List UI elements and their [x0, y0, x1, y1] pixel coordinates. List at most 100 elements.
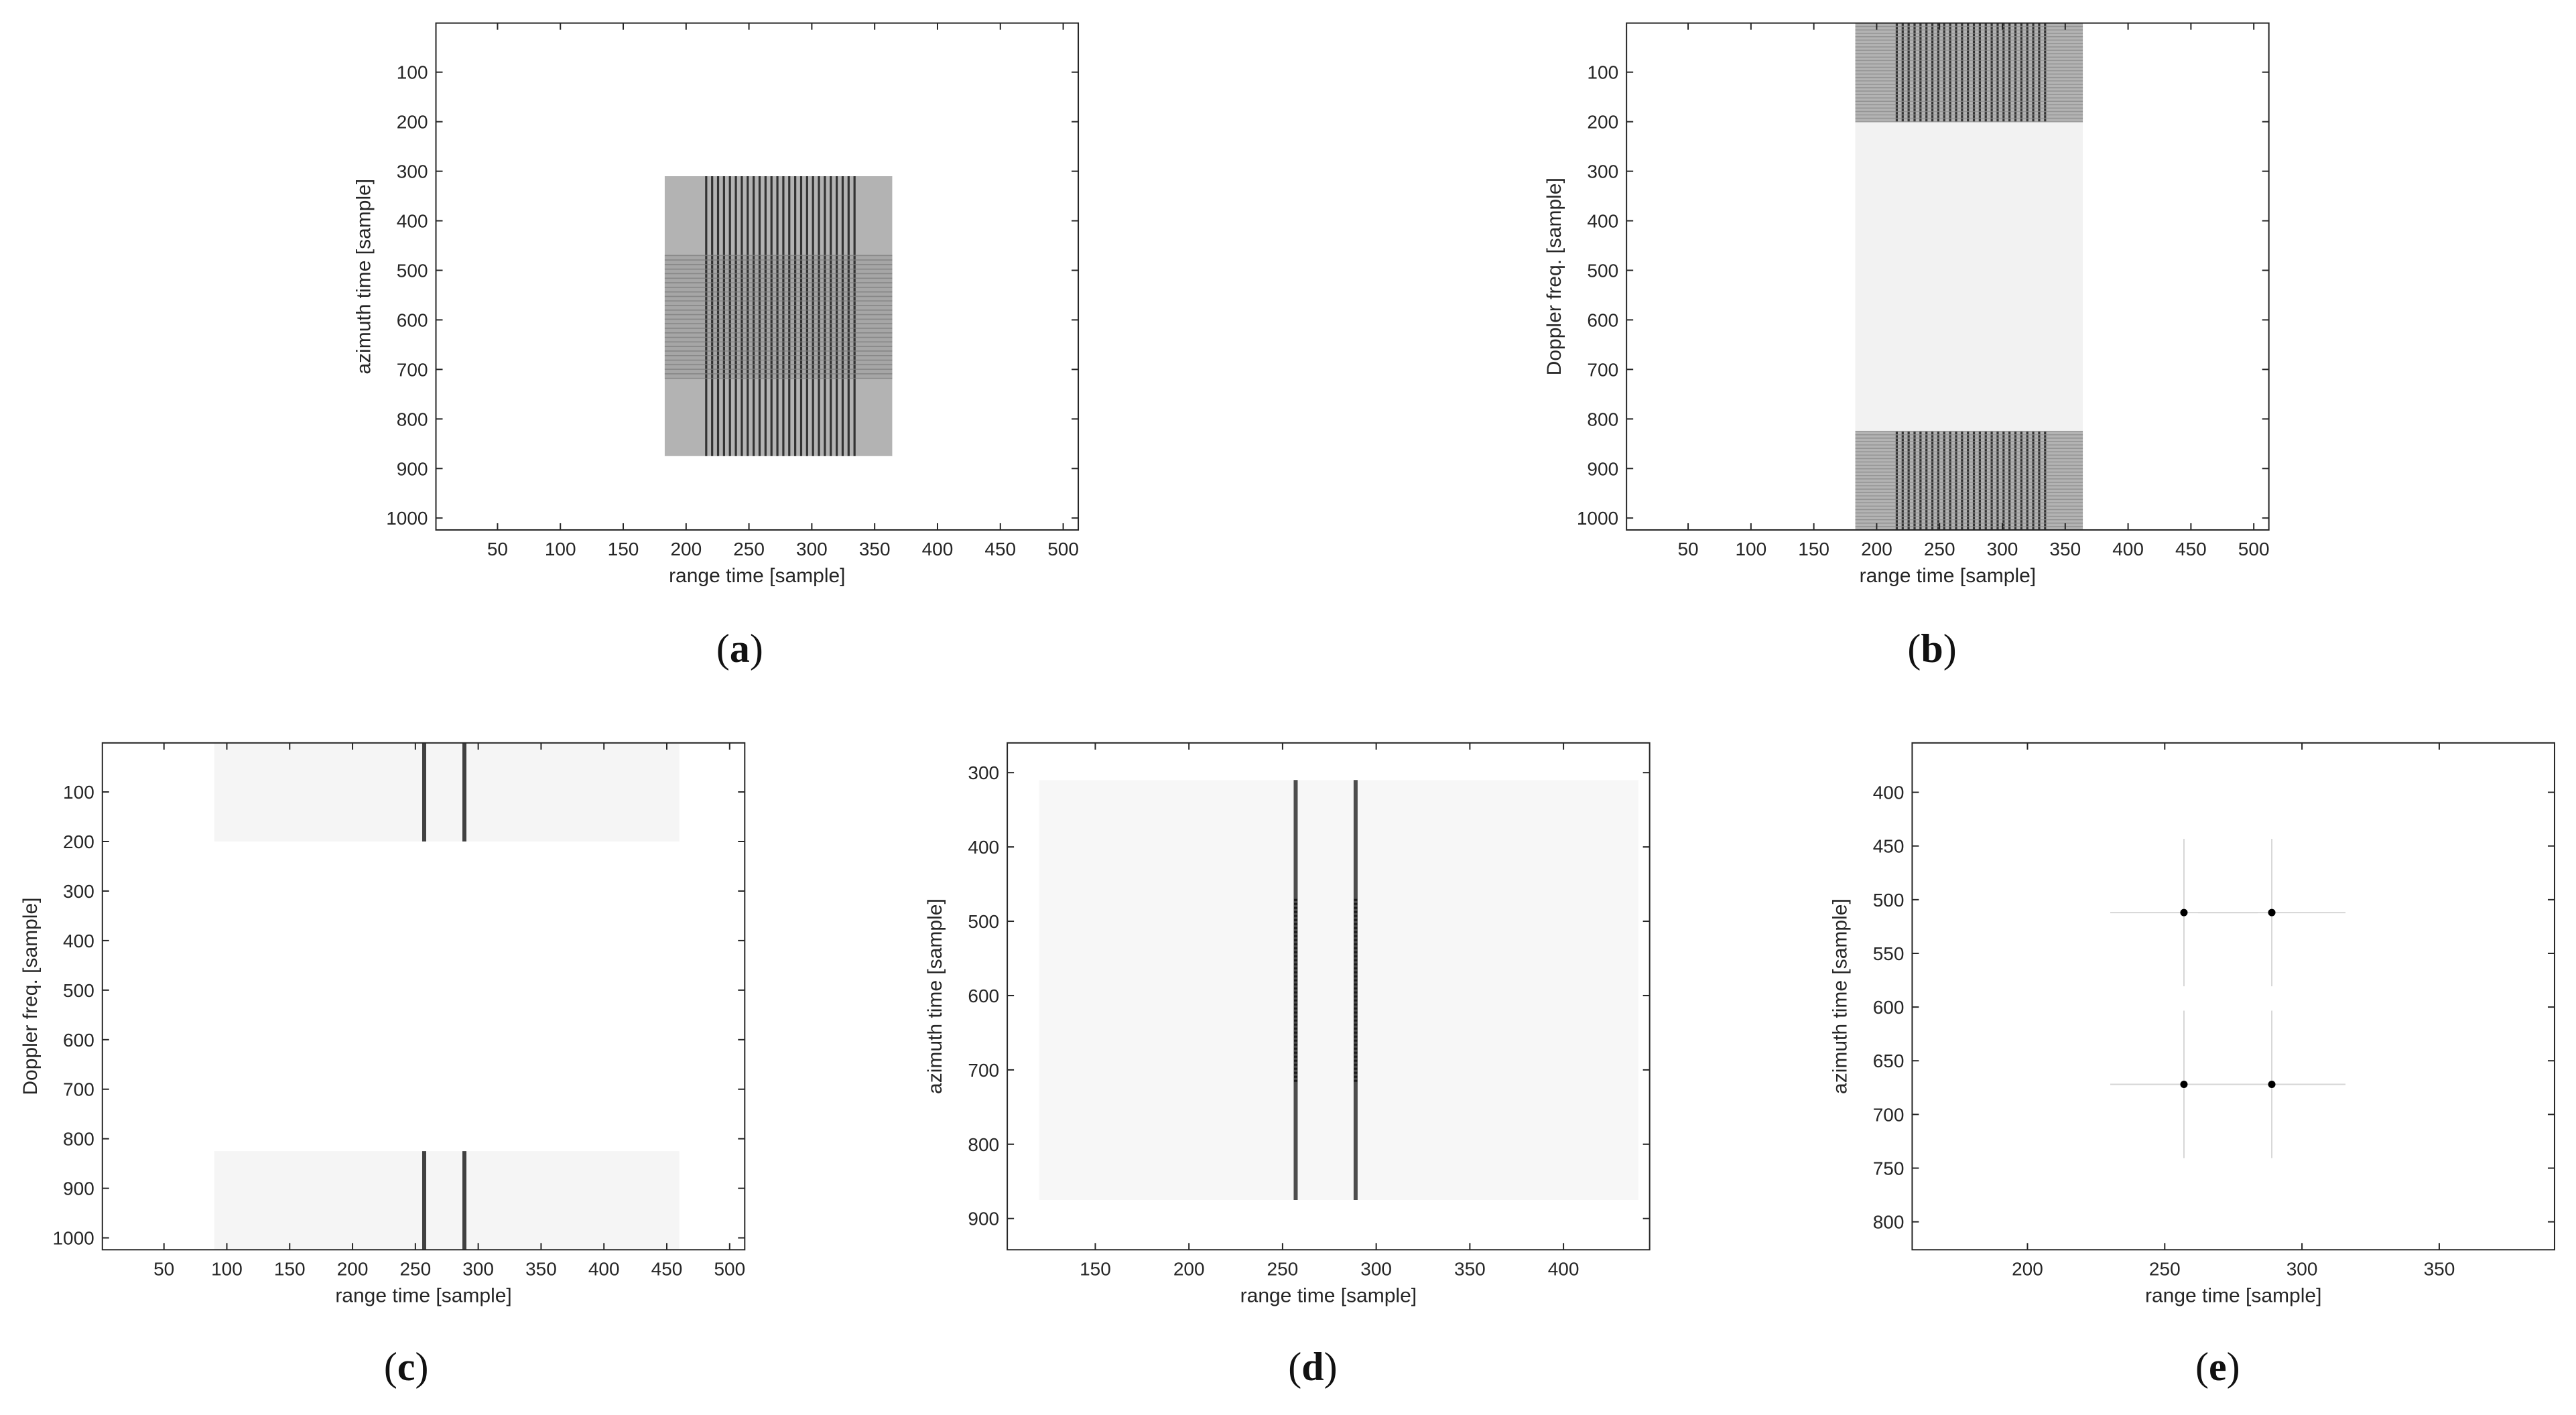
- signal-region: [1039, 780, 1638, 1201]
- image-layer: [2110, 839, 2346, 1158]
- y-tick-label: 200: [63, 831, 94, 852]
- y-tick-label: 800: [63, 1129, 94, 1150]
- panel-caption: (c): [384, 1345, 429, 1389]
- azimuth-fringes: [664, 255, 893, 379]
- y-tick-label: 400: [397, 211, 428, 232]
- y-tick-label: 100: [397, 62, 428, 83]
- y-tick-label: 1000: [1577, 508, 1618, 529]
- signal-region: [214, 1151, 680, 1250]
- signal-region: [214, 742, 680, 842]
- x-tick-label: 100: [545, 539, 576, 559]
- y-tick-label: 300: [1587, 161, 1618, 182]
- x-tick-label: 200: [670, 539, 702, 559]
- x-tick-label: 150: [608, 539, 639, 559]
- range-fringes: [1895, 23, 2047, 122]
- y-tick-label: 450: [1873, 836, 1905, 857]
- y-tick-label: 200: [397, 112, 428, 133]
- image-layer: [1039, 780, 1638, 1201]
- panel-caption: (e): [2195, 1345, 2240, 1389]
- axes-box: [1007, 742, 1651, 1251]
- image-layer: [1855, 23, 2083, 530]
- y-tick-label: 600: [63, 1030, 94, 1051]
- y-tick-label: 800: [968, 1134, 999, 1155]
- plot-area: [1912, 742, 2555, 1250]
- x-tick-label: 200: [1173, 1258, 1205, 1279]
- x-tick-label: 400: [1548, 1258, 1580, 1279]
- y-tick-label: 700: [63, 1079, 94, 1100]
- y-axis-label: Doppler freq. [sample]: [1543, 178, 1565, 375]
- point-target: [2268, 1081, 2276, 1089]
- y-tick-label: 400: [1587, 211, 1618, 232]
- axes-box: [1911, 742, 2555, 1251]
- x-tick-label: 500: [2238, 539, 2270, 559]
- signal-region: [1855, 431, 2083, 530]
- range-fringes: [705, 176, 856, 456]
- x-tick-label: 250: [399, 1258, 431, 1279]
- x-tick-label: 400: [922, 539, 954, 559]
- y-tick-label: 900: [63, 1178, 94, 1199]
- y-tick-label: 400: [63, 931, 94, 951]
- y-tick-label: 100: [1587, 62, 1618, 83]
- azimuth-fringes: [1855, 23, 2083, 123]
- panel-a: 50 100 150 200 250 300 350 400 450 500 100 200 300 40…: [353, 22, 1080, 671]
- y-axis-label: azimuth time [sample]: [353, 179, 375, 375]
- x-tick-label: 350: [859, 539, 891, 559]
- x-tick-label: 300: [2287, 1258, 2318, 1279]
- x-tick-label: 150: [1080, 1258, 1111, 1279]
- y-tick-label: 500: [968, 911, 999, 932]
- x-tick-label: 50: [153, 1258, 174, 1279]
- y-tick-label: 300: [968, 762, 999, 783]
- y-tick-label: 600: [968, 986, 999, 1006]
- y-tick-label: 800: [397, 409, 428, 429]
- y-axis-label: Doppler freq. [sample]: [19, 898, 42, 1095]
- axes-box: [101, 742, 746, 1251]
- y-tick-label: 750: [1873, 1158, 1905, 1179]
- y-tick-label: 500: [1873, 890, 1905, 911]
- y-tick-label: 600: [397, 310, 428, 330]
- x-axis-label: range time [sample]: [335, 1284, 511, 1306]
- y-tick-label: 500: [1587, 260, 1618, 281]
- x-tick-label: 50: [1677, 539, 1698, 559]
- y-tick-label: 1000: [386, 508, 428, 529]
- y-tick-label: 1000: [52, 1228, 94, 1249]
- x-tick-label: 150: [1798, 539, 1829, 559]
- x-tick-label: 250: [733, 539, 765, 559]
- x-tick-label: 400: [2112, 539, 2144, 559]
- x-tick-label: 250: [2149, 1258, 2181, 1279]
- panel-c: 50 100 150 200 250 300 350 400 450 500 100 200 300 40…: [19, 742, 746, 1389]
- signal-region: [1855, 23, 2083, 122]
- x-tick-label: 450: [651, 1258, 683, 1279]
- x-tick-label: 200: [1861, 539, 1892, 559]
- x-axis-label: range time [sample]: [2145, 1284, 2321, 1306]
- y-tick-label: 700: [397, 359, 428, 380]
- point-target: [2180, 1081, 2188, 1089]
- azimuth-fringes: [1855, 431, 2083, 530]
- panel-caption: (d): [1288, 1345, 1337, 1389]
- x-tick-label: 500: [714, 1258, 745, 1279]
- y-tick-label: 500: [63, 980, 94, 1001]
- y-tick-label: 600: [1873, 997, 1905, 1018]
- y-tick-label: 800: [1873, 1212, 1905, 1233]
- x-tick-label: 400: [588, 1258, 620, 1279]
- x-axis-label: range time [sample]: [1860, 565, 2036, 587]
- y-tick-label: 700: [968, 1060, 999, 1081]
- point-target: [2180, 908, 2188, 917]
- panel-b: 50 100 150 200 250 300 350 400 450 500 100 200 300 40…: [1543, 22, 2270, 671]
- y-axis-label: azimuth time [sample]: [1829, 898, 1851, 1094]
- x-tick-label: 150: [274, 1258, 306, 1279]
- y-tick-label: 300: [397, 161, 428, 182]
- x-axis-label: range time [sample]: [669, 565, 845, 587]
- signal-region: [1855, 121, 2083, 431]
- panel-caption: (b): [1907, 626, 1956, 671]
- y-tick-label: 550: [1873, 943, 1905, 964]
- x-tick-label: 250: [1267, 1258, 1299, 1279]
- y-axis-label: azimuth time [sample]: [924, 898, 946, 1094]
- x-tick-label: 350: [1454, 1258, 1486, 1279]
- y-tick-label: 500: [397, 260, 428, 281]
- x-tick-label: 300: [1987, 539, 2018, 559]
- image-layer: [664, 176, 893, 456]
- y-tick-label: 300: [63, 881, 94, 902]
- x-axis-label: range time [sample]: [1240, 1284, 1417, 1306]
- x-tick-label: 500: [1047, 539, 1079, 559]
- x-tick-label: 300: [1360, 1258, 1392, 1279]
